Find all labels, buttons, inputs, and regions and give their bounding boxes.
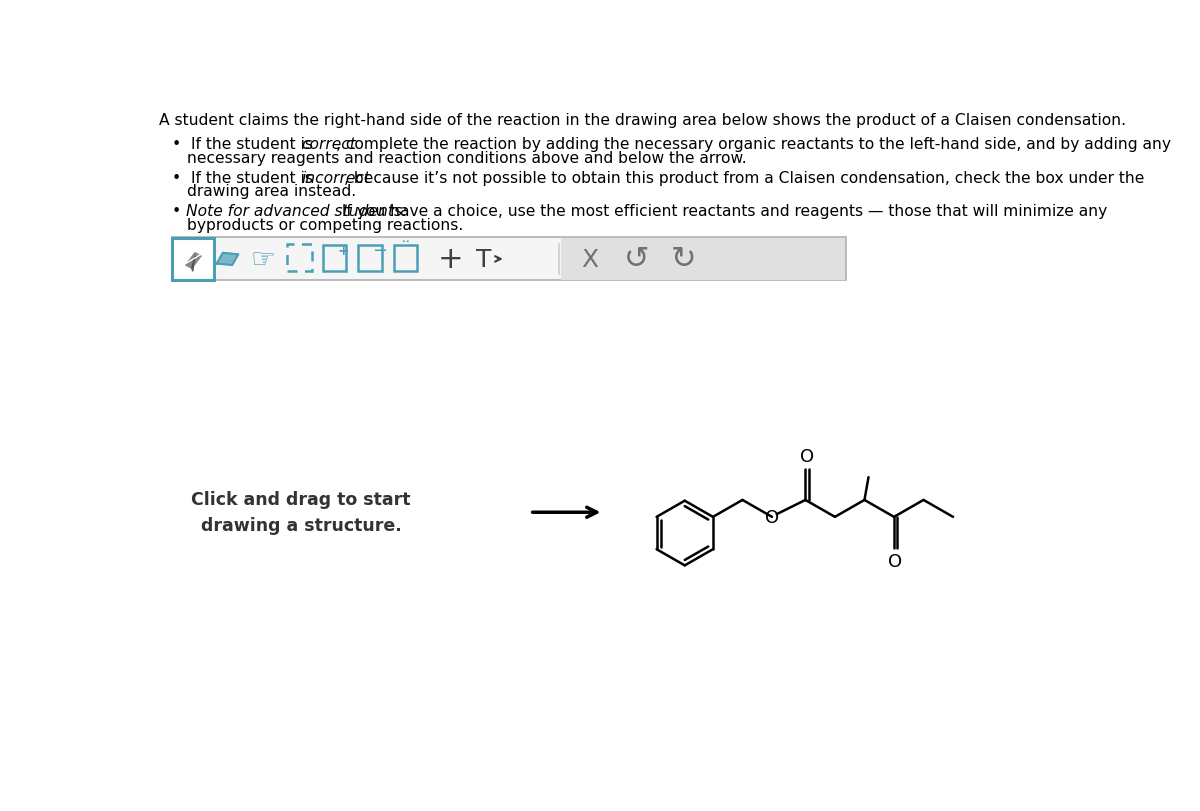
Text: incorrect: incorrect [301, 170, 370, 186]
Text: •: • [172, 204, 191, 218]
Polygon shape [186, 253, 202, 268]
Text: X: X [582, 247, 599, 272]
Text: O: O [800, 448, 814, 466]
Bar [560, 238, 845, 281]
Text: +: + [438, 245, 463, 274]
Text: O: O [888, 551, 902, 570]
Text: Note for advanced students:: Note for advanced students: [186, 204, 407, 218]
Bar [359, 246, 382, 272]
Text: If you have a choice, use the most efficient reactants and reagents — those that: If you have a choice, use the most effic… [337, 204, 1108, 218]
Text: ↺: ↺ [624, 245, 649, 274]
Bar [323, 246, 346, 272]
Text: drawing area instead.: drawing area instead. [187, 184, 356, 200]
Text: necessary reagents and reaction conditions above and below the arrow.: necessary reagents and reaction conditio… [187, 151, 746, 166]
Text: •  If the student is: • If the student is [172, 170, 318, 186]
Text: +: + [338, 244, 349, 258]
Text: −: − [372, 242, 386, 260]
Text: ☞: ☞ [251, 246, 276, 273]
Bar [287, 244, 312, 272]
Text: ↻: ↻ [671, 245, 696, 274]
Text: O: O [764, 508, 779, 526]
Text: ¨: ¨ [401, 239, 410, 259]
Polygon shape [217, 253, 239, 266]
Bar [394, 246, 418, 272]
Bar [173, 238, 215, 281]
Text: T: T [476, 247, 492, 272]
Text: Click and drag to start
drawing a structure.: Click and drag to start drawing a struct… [191, 491, 410, 534]
Text: correct: correct [301, 137, 356, 152]
Text: , because it’s not possible to obtain this product from a Claisen condensation, : , because it’s not possible to obtain th… [343, 170, 1144, 186]
Bar [172, 238, 846, 281]
Text: byproducts or competing reactions.: byproducts or competing reactions. [187, 217, 463, 232]
Text: A student claims the right-hand side of the reaction in the drawing area below s: A student claims the right-hand side of … [160, 113, 1127, 127]
Polygon shape [192, 256, 194, 272]
Text: , complete the reaction by adding the necessary organic reactants to the left-ha: , complete the reaction by adding the ne… [336, 137, 1171, 152]
Text: •  If the student is: • If the student is [172, 137, 318, 152]
